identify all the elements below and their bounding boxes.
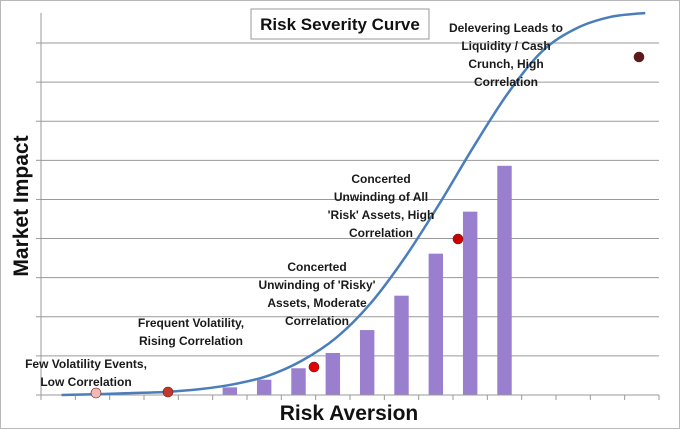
bar (359, 330, 375, 395)
bar (394, 295, 409, 395)
annotation-line: Unwinding of All (334, 190, 428, 204)
curve-markers (90, 51, 645, 399)
title-box (250, 8, 430, 40)
annotation-label: Concerted Unwinding of All 'Risk' Assets, … (328, 172, 435, 240)
annotation-label: Delevering Leads to Liquidity / Cash Crunc… (449, 21, 563, 89)
annotation-line: Crunch, High (468, 57, 543, 71)
annotation-line: Correlation (285, 314, 349, 328)
annotation-line: Few Volatility Events, (25, 357, 147, 371)
curve-marker (452, 233, 464, 245)
curve-marker (633, 51, 645, 63)
x-axis-title: Risk Aversion (280, 402, 419, 425)
bar-series (222, 165, 512, 395)
annotation-line: Assets, Moderate (267, 296, 367, 310)
bar (325, 352, 341, 395)
annotation-line: Correlation (474, 75, 538, 89)
annotation-label: Concerted Unwinding of 'Risky' Assets, Mod… (258, 260, 375, 328)
annotation-line: Frequent Volatility, (138, 316, 244, 330)
bar (291, 368, 306, 395)
annotation-line: 'Risk' Assets, High (328, 208, 435, 222)
bar (462, 211, 478, 395)
annotation-line: Liquidity / Cash (461, 39, 550, 53)
annotation-line: Delevering Leads to (449, 21, 563, 35)
chart-title: Risk Severity Curve (260, 15, 420, 34)
annotation-line: Concerted (287, 260, 346, 274)
annotation-label: Few Volatility Events, Low Correlation (25, 357, 147, 389)
curve-marker (308, 361, 320, 373)
bar (222, 387, 238, 395)
annotation-line: Correlation (349, 226, 413, 240)
bar (256, 379, 272, 395)
gridlines (41, 42, 659, 357)
bar (497, 165, 512, 395)
annotation-line: Concerted (351, 172, 410, 186)
axes (36, 13, 660, 400)
curve-marker (162, 386, 174, 398)
annotation-line: Unwinding of 'Risky' (258, 278, 375, 292)
bar (428, 253, 444, 395)
risk-curve-line (61, 11, 646, 397)
annotation-line: Rising Correlation (139, 334, 243, 348)
annotation-label: Frequent Volatility, Rising Correlation (138, 316, 244, 348)
y-axis-title: Market Impact (10, 135, 33, 276)
curve-marker (90, 387, 102, 399)
annotation-line: Low Correlation (40, 375, 131, 389)
annotations: Few Volatility Events, Low Correlation Fre… (25, 21, 563, 389)
